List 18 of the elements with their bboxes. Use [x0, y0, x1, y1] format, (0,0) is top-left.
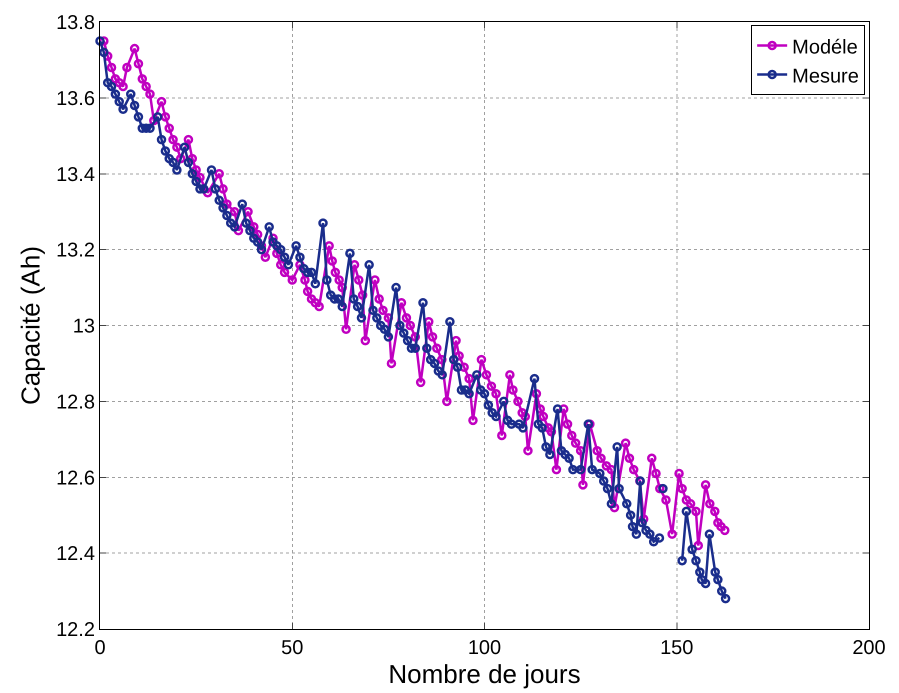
y-tick-label: 13.8 — [56, 12, 95, 34]
y-tick-label: 13.6 — [56, 88, 95, 110]
legend-label: Mesure — [792, 65, 859, 88]
y-tick-label: 13.2 — [56, 240, 95, 262]
y-tick-label: 13.4 — [56, 164, 95, 186]
legend-label: Modéle — [792, 36, 858, 58]
x-tick-label: 150 — [660, 637, 694, 659]
y-axis-title: Capacité (Ah) — [15, 246, 46, 405]
y-tick-label: 12.4 — [56, 543, 95, 566]
x-tick-label: 0 — [94, 637, 106, 659]
y-tick-label: 13 — [72, 316, 95, 338]
y-tick-label: 12.6 — [56, 467, 95, 490]
y-tick-label: 12.2 — [56, 619, 95, 641]
y-tick-label: 12.8 — [56, 391, 95, 414]
x-tick-label: 50 — [281, 637, 304, 659]
x-tick-label: 200 — [852, 637, 886, 659]
x-tick-label: 100 — [468, 637, 502, 659]
x-axis-title: Nombre de jours — [388, 659, 581, 689]
